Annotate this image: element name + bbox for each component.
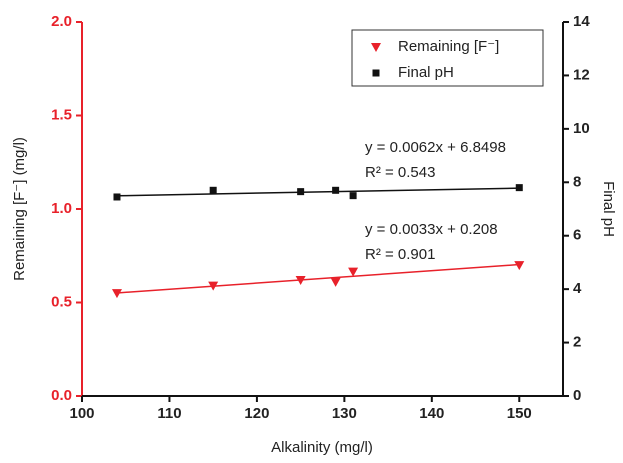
x-tick-label: 100 [69, 405, 94, 422]
y-tick-label: 1.0 [51, 200, 72, 217]
marker [297, 188, 305, 196]
x-axis-label: Alkalinity (mg/l) [271, 439, 373, 456]
fit-r2: R² = 0.901 [365, 246, 435, 263]
marker [348, 267, 359, 277]
marker [209, 186, 217, 194]
fit-equation: y = 0.0033x + 0.208 [365, 221, 498, 238]
y2-axis-label: Final pH [600, 181, 617, 237]
marker [515, 184, 523, 192]
marker [208, 281, 219, 291]
marker [349, 192, 357, 200]
y-axis-label: Remaining [F⁻] (mg/l) [11, 137, 28, 281]
marker [514, 261, 525, 271]
x-tick-label: 110 [157, 405, 181, 422]
y-tick-label: 1.5 [51, 106, 72, 123]
legend-label: Final pH [398, 64, 454, 81]
y-tick-label: 0.5 [51, 293, 72, 310]
marker [372, 69, 380, 77]
fit-line [116, 187, 520, 197]
x-tick-label: 130 [332, 405, 357, 422]
fit-equation: y = 0.0062x + 6.8498 [365, 139, 506, 156]
marker [111, 289, 122, 299]
x-tick-label: 150 [507, 405, 532, 422]
y-tick-label: 2.0 [51, 13, 72, 30]
y2-tick-label: 0 [573, 387, 581, 404]
y2-tick-label: 4 [573, 280, 582, 297]
y2-tick-label: 8 [573, 173, 581, 190]
marker [113, 193, 121, 201]
marker [295, 276, 306, 286]
y2-tick-label: 6 [573, 227, 581, 244]
y2-tick-label: 10 [573, 120, 590, 137]
y2-tick-label: 12 [573, 66, 590, 83]
y-tick-label: 0.0 [51, 387, 72, 404]
fit-line [116, 263, 520, 294]
x-tick-label: 140 [419, 405, 444, 422]
x-tick-label: 120 [244, 405, 269, 422]
marker [371, 43, 381, 52]
legend-box [351, 29, 544, 87]
marker [332, 186, 340, 194]
y2-tick-label: 14 [573, 13, 590, 30]
legend-label: Remaining [F⁻] [398, 38, 499, 55]
y2-tick-label: 2 [573, 334, 581, 351]
fit-r2: R² = 0.543 [365, 164, 435, 181]
marker [330, 277, 341, 287]
